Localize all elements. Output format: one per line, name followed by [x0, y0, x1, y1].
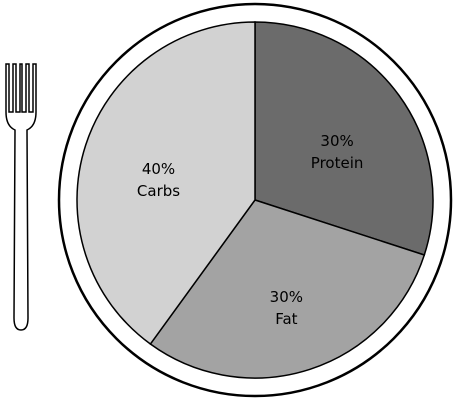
value-label: 30%	[320, 132, 353, 150]
pie: 30% Protein 30% Fat 40% Carbs	[76, 21, 434, 379]
pie-slice	[254, 21, 434, 256]
category-label: Fat	[275, 310, 297, 328]
pie-slice	[76, 21, 256, 346]
pie-slice	[149, 199, 426, 379]
value-label: 40%	[142, 160, 175, 178]
fork	[5, 63, 37, 331]
category-label: Carbs	[137, 182, 180, 200]
value-label: 30%	[270, 288, 303, 306]
category-label: Protein	[311, 154, 364, 172]
